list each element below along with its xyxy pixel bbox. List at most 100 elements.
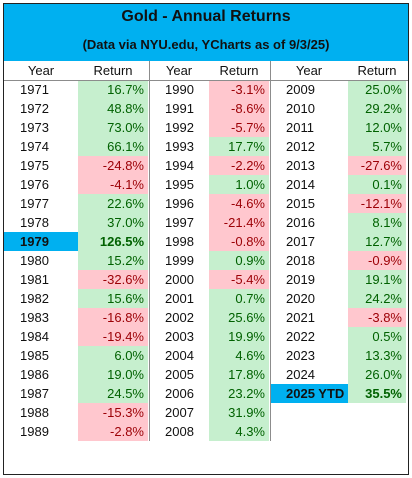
- table-row-return: -8.6%: [209, 99, 269, 118]
- table-row-year: 2014: [286, 177, 315, 192]
- table-row-return: -5.7%: [209, 118, 269, 137]
- table-row-return: 24.5%: [78, 384, 148, 403]
- table-row-return: -2.8%: [78, 422, 148, 441]
- table-row-year: 1975: [20, 158, 49, 173]
- table-row-year: 2021: [286, 310, 315, 325]
- table-row-year: 1971: [20, 82, 49, 97]
- table-row-year: 1977: [20, 196, 49, 211]
- table-row-year: 2015: [286, 196, 315, 211]
- table-row-return: 12.0%: [348, 118, 406, 137]
- table-row-year: 1973: [20, 120, 49, 135]
- returns-table-frame: Gold - Annual Returns (Data via NYU.edu,…: [3, 3, 409, 475]
- table-row-return: -4.1%: [78, 175, 148, 194]
- table-row-return: 48.8%: [78, 99, 148, 118]
- table-row-return: -0.9%: [348, 251, 406, 270]
- table-row-return: 0.5%: [348, 327, 406, 346]
- column-group-divider: [149, 61, 150, 441]
- table-row-return: -21.4%: [209, 213, 269, 232]
- table-row-year: 1990: [165, 82, 194, 97]
- table-row-year: 2001: [165, 291, 194, 306]
- table-row-return: 0.1%: [348, 175, 406, 194]
- table-row-return: -5.4%: [209, 270, 269, 289]
- table-row-year: 2002: [165, 310, 194, 325]
- table-row-return: -12.1%: [348, 194, 406, 213]
- table-row-year: 2011: [286, 120, 314, 135]
- table-row-year: 1997: [165, 215, 194, 230]
- table-row-year: 1976: [20, 177, 49, 192]
- table-row-return: 12.7%: [348, 232, 406, 251]
- table-row-year: 1993: [165, 139, 194, 154]
- column-header-year: Year: [295, 63, 323, 78]
- table-row-return: 0.7%: [209, 289, 269, 308]
- table-row-return: -3.1%: [209, 80, 269, 99]
- table-row-return: 8.1%: [348, 213, 406, 232]
- table-row-year: 2023: [286, 348, 315, 363]
- table-row-return: 6.0%: [78, 346, 148, 365]
- table-row-year: 1999: [165, 253, 194, 268]
- table-row-year: 1991: [165, 101, 194, 116]
- table-row-return: 1.0%: [209, 175, 269, 194]
- table-row-return: 16.7%: [78, 80, 148, 99]
- table-row-year: 2013: [286, 158, 315, 173]
- table-row-return: 37.0%: [78, 213, 148, 232]
- column-header-return: Return: [93, 63, 133, 78]
- table-row-return: 35.5%: [348, 384, 406, 403]
- column-header-year: Year: [165, 63, 193, 78]
- table-row-year: 2010: [286, 101, 315, 116]
- table-row-year: 2019: [286, 272, 315, 287]
- table-row-year: 1987: [20, 386, 49, 401]
- table-row-year: 2000: [165, 272, 194, 287]
- table-row-year: 1984: [20, 329, 49, 344]
- table-row-return: 126.5%: [78, 232, 148, 251]
- table-row-year: 2022: [286, 329, 315, 344]
- table-row-year: 1995: [165, 177, 194, 192]
- table-row-return: -0.8%: [209, 232, 269, 251]
- table-row-return: 17.8%: [209, 365, 269, 384]
- table-row-year: 2008: [165, 424, 194, 439]
- column-header-return: Return: [219, 63, 259, 78]
- table-row-return: 25.6%: [209, 308, 269, 327]
- table-row-return: -3.8%: [348, 308, 406, 327]
- table-row-year: 2025 YTD: [270, 384, 348, 403]
- table-row-return: 19.0%: [78, 365, 148, 384]
- table-row-year: 1996: [165, 196, 194, 211]
- table-row-year: 2009: [286, 82, 315, 97]
- table-row-return: 4.3%: [209, 422, 269, 441]
- table-row-year: 2016: [286, 215, 315, 230]
- table-row-year: 1982: [20, 291, 49, 306]
- table-row-return: 73.0%: [78, 118, 148, 137]
- column-group-divider: [270, 61, 271, 441]
- table-row-year: 1980: [20, 253, 49, 268]
- table-row-year: 1988: [20, 405, 49, 420]
- table-row-return: 22.6%: [78, 194, 148, 213]
- table-title: Gold - Annual Returns: [121, 8, 291, 25]
- table-row-return: 19.9%: [209, 327, 269, 346]
- column-header-return: Return: [357, 63, 397, 78]
- table-row-return: 66.1%: [78, 137, 148, 156]
- table-row-year: 1981: [20, 272, 49, 287]
- table-row-year: 2012: [286, 139, 315, 154]
- table-row-return: 29.2%: [348, 99, 406, 118]
- table-row-year: 2017: [286, 234, 315, 249]
- table-row-return: 31.9%: [209, 403, 269, 422]
- table-header-banner: Gold - Annual Returns (Data via NYU.edu,…: [4, 4, 408, 61]
- table-row-return: 5.7%: [348, 137, 406, 156]
- table-row-year: 2020: [286, 291, 315, 306]
- header-divider: [4, 80, 408, 81]
- table-row-year: 2007: [165, 405, 194, 420]
- table-row-return: -27.6%: [348, 156, 406, 175]
- table-row-year: 1972: [20, 101, 49, 116]
- table-row-return: 24.2%: [348, 289, 406, 308]
- table-row-return: 25.0%: [348, 80, 406, 99]
- table-row-return: 13.3%: [348, 346, 406, 365]
- column-header-year: Year: [27, 63, 55, 78]
- table-row-return: -2.2%: [209, 156, 269, 175]
- table-row-year: 1979: [4, 232, 78, 251]
- table-row-return: 23.2%: [209, 384, 269, 403]
- table-row-return: 4.6%: [209, 346, 269, 365]
- table-subtitle: (Data via NYU.edu, YCharts as of 9/3/25): [82, 37, 330, 52]
- table-row-return: -4.6%: [209, 194, 269, 213]
- table-row-year: 1998: [165, 234, 194, 249]
- table-row-return: 15.2%: [78, 251, 148, 270]
- table-row-return: 0.9%: [209, 251, 269, 270]
